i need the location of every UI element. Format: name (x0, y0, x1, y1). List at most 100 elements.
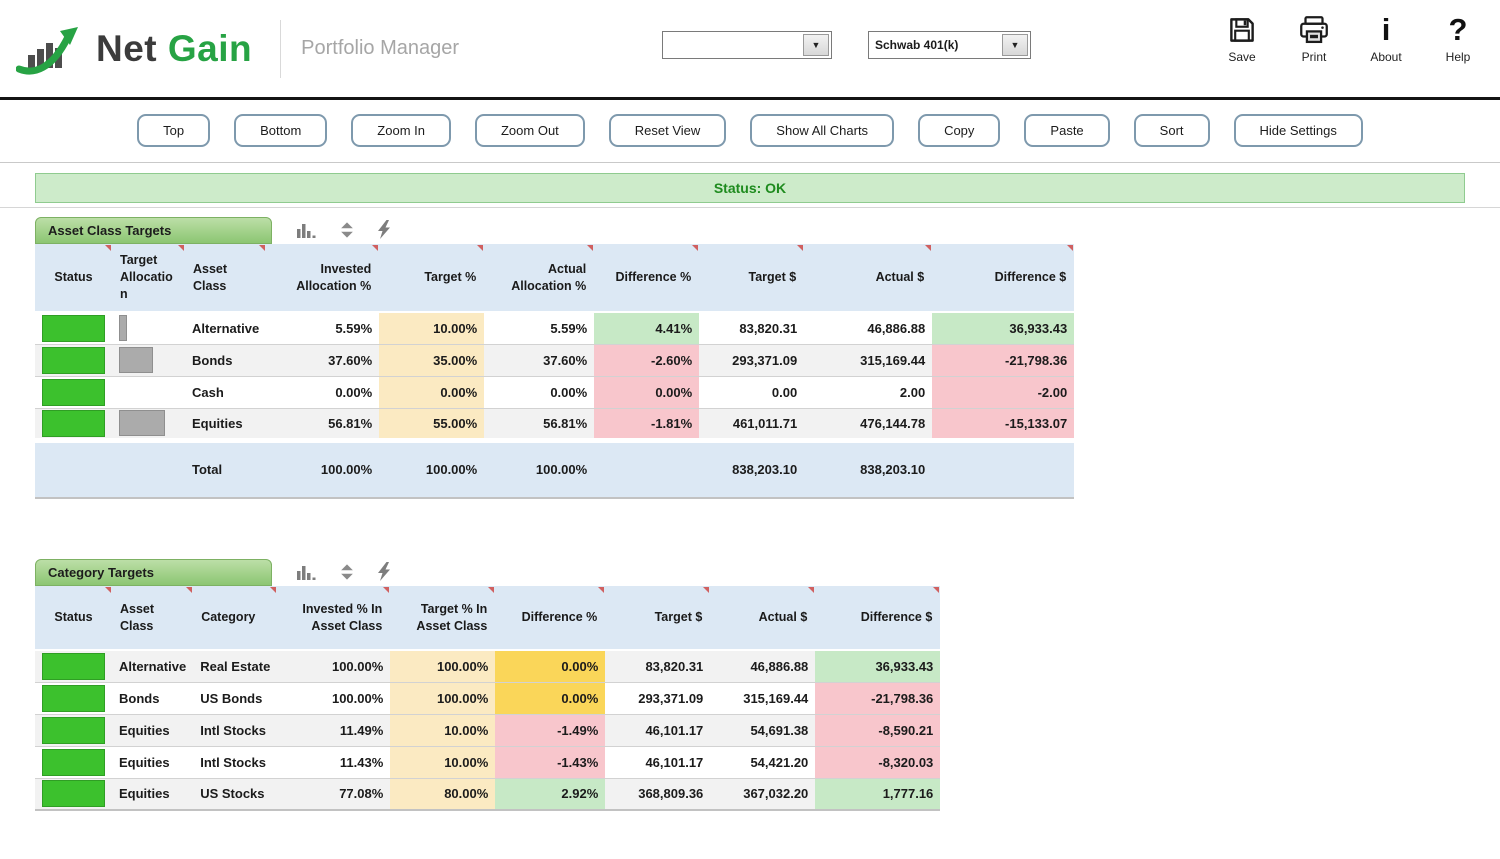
chevron-down-icon[interactable]: ▼ (1002, 34, 1028, 56)
cell[interactable]: Bonds (112, 682, 194, 715)
status-cell[interactable] (35, 312, 112, 345)
toolbar-button-top[interactable]: Top (137, 114, 211, 147)
column-chart-icon[interactable] (296, 221, 318, 239)
target-allocation-cell[interactable] (112, 312, 185, 345)
cell[interactable]: 37.60% (484, 344, 595, 377)
about-button[interactable]: i About (1364, 13, 1408, 65)
cell[interactable]: -15,133.07 (932, 408, 1075, 441)
cell[interactable]: 46,886.88 (804, 312, 933, 345)
cell[interactable]: Equities (185, 408, 267, 441)
portfolio-select[interactable]: Schwab 401(k) ▼ (868, 31, 1031, 59)
status-cell[interactable] (35, 746, 112, 779)
cell[interactable]: -8,320.03 (815, 746, 941, 779)
cell[interactable]: Alternative (185, 312, 267, 345)
cell[interactable]: 0.00% (379, 376, 485, 409)
cell[interactable]: -1.81% (594, 408, 700, 441)
toolbar-button-reset-view[interactable]: Reset View (608, 114, 727, 147)
status-cell[interactable] (35, 376, 112, 409)
cell[interactable]: 55.00% (379, 408, 485, 441)
cell[interactable]: Bonds (185, 344, 267, 377)
quick-flash-icon[interactable] (376, 562, 392, 581)
tab-category-targets[interactable]: Category Targets (35, 559, 272, 586)
cell[interactable]: 0.00% (495, 650, 606, 683)
cell[interactable]: 2.92% (495, 778, 606, 811)
cell[interactable]: 368,809.36 (605, 778, 711, 811)
cell[interactable]: Equities (112, 746, 194, 779)
cell[interactable]: 46,886.88 (710, 650, 816, 683)
cell[interactable]: 100.00% (390, 682, 496, 715)
cell[interactable]: US Bonds (193, 682, 278, 715)
cell[interactable]: 0.00% (594, 376, 700, 409)
print-button[interactable]: Print (1292, 13, 1336, 64)
cell[interactable]: 1,777.16 (815, 778, 941, 811)
cell[interactable]: Equities (112, 714, 194, 747)
cell[interactable]: 476,144.78 (804, 408, 933, 441)
cell[interactable]: 461,011.71 (699, 408, 805, 441)
cell[interactable]: 2.00 (804, 376, 933, 409)
sort-updown-icon[interactable] (338, 221, 356, 239)
cell[interactable]: 315,169.44 (710, 682, 816, 715)
cell[interactable]: 293,371.09 (605, 682, 711, 715)
toolbar-button-paste[interactable]: Paste (1024, 114, 1110, 147)
cell[interactable]: 293,371.09 (699, 344, 805, 377)
cell[interactable]: 11.49% (277, 714, 391, 747)
target-allocation-cell[interactable] (112, 344, 185, 377)
column-chart-icon[interactable] (296, 563, 318, 581)
target-allocation-cell[interactable] (112, 376, 185, 409)
cell[interactable]: -1.43% (495, 746, 606, 779)
cell[interactable]: 35.00% (379, 344, 485, 377)
cell[interactable]: 37.60% (266, 344, 380, 377)
cell[interactable]: 10.00% (379, 312, 485, 345)
save-button[interactable]: Save (1220, 13, 1264, 64)
toolbar-button-zoom-out[interactable]: Zoom Out (474, 114, 585, 147)
report-select[interactable]: ▼ (662, 31, 832, 59)
toolbar-button-hide-settings[interactable]: Hide Settings (1233, 114, 1363, 147)
cell[interactable]: Cash (185, 376, 267, 409)
cell[interactable]: 5.59% (266, 312, 380, 345)
sort-updown-icon[interactable] (338, 563, 356, 581)
chevron-down-icon[interactable]: ▼ (803, 34, 829, 56)
cell[interactable]: 100.00% (390, 650, 496, 683)
help-button[interactable]: ? Help (1436, 13, 1480, 65)
cell[interactable]: 56.81% (266, 408, 380, 441)
cell[interactable]: 100.00% (277, 650, 391, 683)
cell[interactable]: -2.60% (594, 344, 700, 377)
cell[interactable]: 0.00 (699, 376, 805, 409)
cell[interactable]: Equities (112, 778, 194, 811)
cell[interactable]: 100.00% (277, 682, 391, 715)
toolbar-button-copy[interactable]: Copy (918, 114, 1001, 147)
toolbar-button-zoom-in[interactable]: Zoom In (351, 114, 451, 147)
tab-asset-class-targets[interactable]: Asset Class Targets (35, 217, 272, 244)
target-allocation-cell[interactable] (112, 408, 185, 441)
cell[interactable]: 83,820.31 (699, 312, 805, 345)
cell[interactable]: US Stocks (193, 778, 278, 811)
toolbar-button-sort[interactable]: Sort (1133, 114, 1210, 147)
cell[interactable]: -2.00 (932, 376, 1075, 409)
cell[interactable]: 80.00% (390, 778, 496, 811)
cell[interactable]: Intl Stocks (193, 746, 278, 779)
status-cell[interactable] (35, 682, 112, 715)
cell[interactable]: 36,933.43 (932, 312, 1075, 345)
cell[interactable]: 5.59% (484, 312, 595, 345)
cell[interactable]: 10.00% (390, 746, 496, 779)
cell[interactable]: 315,169.44 (804, 344, 933, 377)
status-cell[interactable] (35, 714, 112, 747)
status-cell[interactable] (35, 408, 112, 441)
toolbar-button-bottom[interactable]: Bottom (234, 114, 328, 147)
cell[interactable]: 36,933.43 (815, 650, 941, 683)
cell[interactable]: 46,101.17 (605, 714, 711, 747)
cell[interactable]: Alternative (112, 650, 194, 683)
status-cell[interactable] (35, 778, 112, 811)
cell[interactable]: 46,101.17 (605, 746, 711, 779)
cell[interactable]: 0.00% (484, 376, 595, 409)
cell[interactable]: 54,421.20 (710, 746, 816, 779)
cell[interactable]: Real Estate (193, 650, 278, 683)
status-cell[interactable] (35, 650, 112, 683)
cell[interactable]: -21,798.36 (815, 682, 941, 715)
cell[interactable]: 0.00% (495, 682, 606, 715)
cell[interactable]: -8,590.21 (815, 714, 941, 747)
cell[interactable]: 77.08% (277, 778, 391, 811)
cell[interactable]: -21,798.36 (932, 344, 1075, 377)
cell[interactable]: 0.00% (266, 376, 380, 409)
cell[interactable]: Intl Stocks (193, 714, 278, 747)
